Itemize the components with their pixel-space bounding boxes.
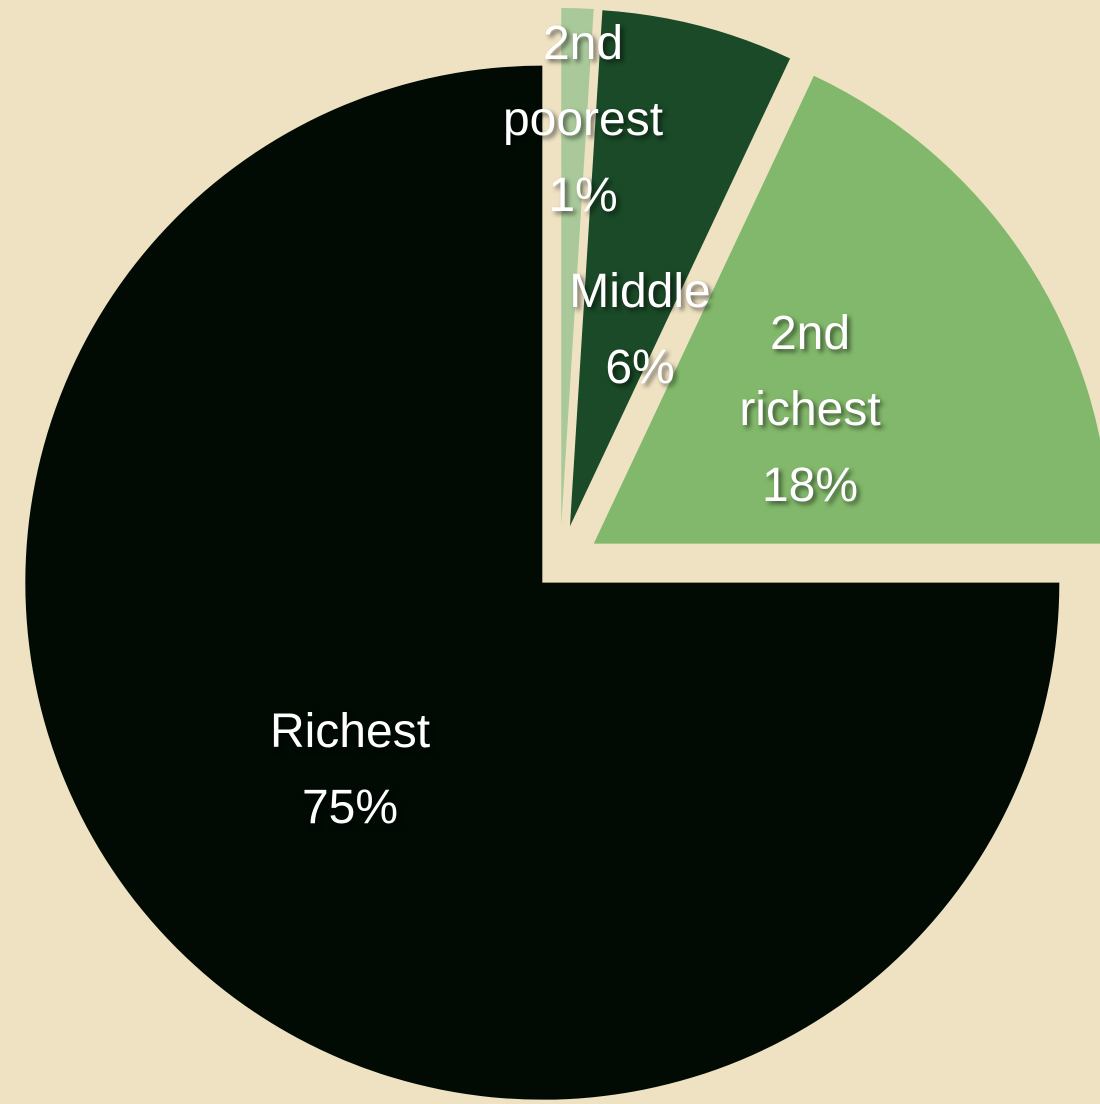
value-label: 1% [548,169,618,222]
pie-slice [561,8,594,526]
slice-label: Middle 6% [540,254,740,406]
category-label: 2nd poorest [502,17,664,146]
category-label: 2nd richest [739,307,881,436]
category-label: Middle [569,265,711,318]
value-label: 6% [605,341,675,394]
pie-slice [593,75,1100,544]
slice-label: 2nd poorest 1% [468,6,698,234]
category-label: Richest [269,705,431,758]
pie-slice [25,65,1060,1100]
value-label: 18% [761,459,859,512]
value-label: 75% [301,781,399,834]
pie-slice [569,10,791,527]
slice-label: Richest 75% [220,694,480,846]
slice-label: 2nd richest 18% [710,296,910,524]
